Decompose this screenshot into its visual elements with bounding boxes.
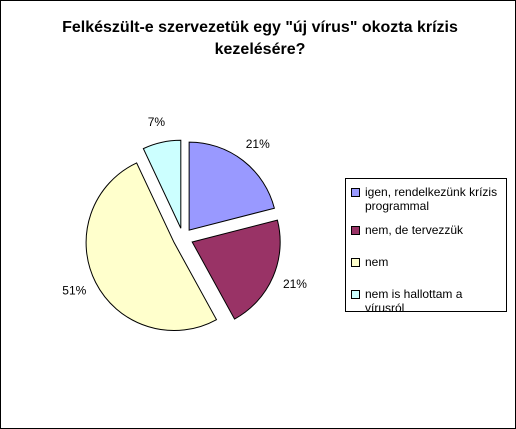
legend-label: nem — [365, 255, 389, 269]
data-label: 21% — [246, 137, 270, 151]
legend-swatch — [351, 290, 360, 299]
legend-item: nem — [351, 255, 501, 269]
legend-item: nem is hallottam a vírusról — [351, 287, 501, 315]
legend-label: nem, de tervezzük — [365, 223, 464, 237]
legend-label: nem is hallottam a vírusról — [365, 287, 463, 315]
legend: igen, rendelkezünk krízis programmal nem,… — [345, 178, 507, 315]
legend-swatch — [351, 258, 360, 267]
pie-slice — [142, 139, 182, 229]
legend-item: igen, rendelkezünk krízis programmal — [351, 185, 501, 213]
data-label: 51% — [62, 284, 86, 298]
legend-swatch — [351, 226, 360, 235]
data-label: 7% — [148, 115, 166, 129]
legend-item: nem, de tervezzük — [351, 223, 501, 237]
pie-plot: 21% 21% 51% 7% — [62, 115, 307, 332]
data-label: 21% — [283, 277, 307, 291]
legend-swatch — [351, 188, 360, 197]
pie-slice — [188, 141, 275, 231]
pie-slice — [85, 162, 218, 332]
legend-label: igen, rendelkezünk krízis programmal — [365, 185, 498, 213]
chart-title: Felkészült-e szervezetük egy "új vírus" … — [62, 19, 458, 58]
pie-slice — [191, 219, 281, 320]
